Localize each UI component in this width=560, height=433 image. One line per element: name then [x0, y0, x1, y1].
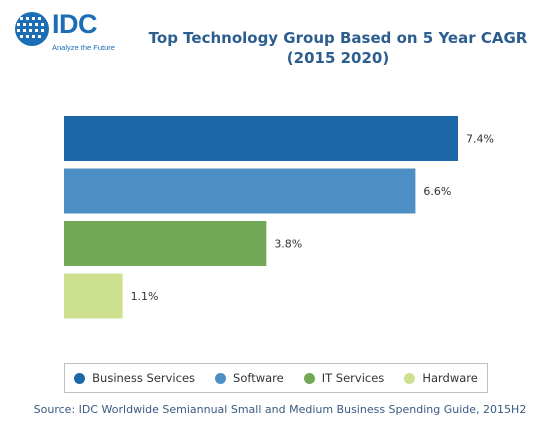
data-label: 1.1%: [131, 290, 159, 303]
legend-item: IT Services: [303, 371, 385, 385]
chart-legend: Business Services Software IT Services Hard…: [64, 363, 488, 393]
logo-tagline: Analyze the Future: [52, 43, 115, 52]
bar-business-services: [64, 116, 458, 161]
bar-software: [64, 168, 416, 214]
legend-label: Business Services: [92, 371, 196, 385]
legend-swatch: [303, 372, 315, 384]
chart-title: Top Technology Group Based on 5 Year CAG…: [148, 29, 528, 67]
idc-logo: [15, 12, 49, 46]
data-label: 3.8%: [274, 238, 302, 251]
source-note: Source: IDC Worldwide Semiannual Small a…: [33, 403, 527, 416]
legend-item: Hardware: [404, 371, 478, 385]
legend-swatch: [215, 372, 227, 384]
legend-swatch: [404, 372, 416, 384]
legend-swatch: [74, 372, 86, 384]
legend-label: IT Services: [321, 371, 385, 385]
bar-hardware: [64, 273, 123, 319]
legend-label: Hardware: [422, 371, 478, 385]
bar-it-services: [64, 221, 267, 266]
logo-wordmark: IDC: [52, 9, 98, 39]
legend-label: Software: [233, 371, 284, 385]
data-label: 7.4%: [466, 133, 494, 146]
data-label: 6.6%: [423, 185, 451, 198]
legend-item: Software: [215, 371, 284, 385]
bar-chart: 7.4% 6.6% 3.8% 1.1%: [64, 116, 494, 319]
legend-item: Business Services: [74, 371, 195, 385]
